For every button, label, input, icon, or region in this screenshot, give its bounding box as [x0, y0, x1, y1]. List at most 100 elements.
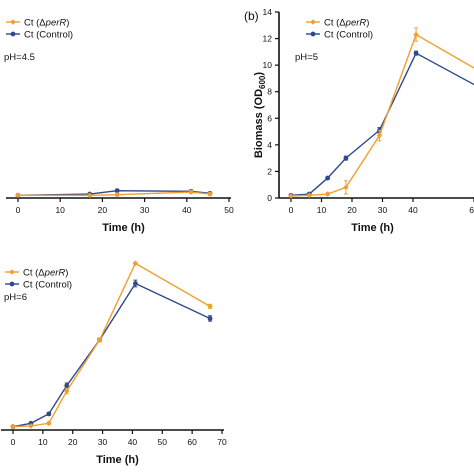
legend-marker	[9, 269, 15, 275]
legend-text: Ct (Δ	[24, 18, 46, 29]
x-tick-label: 0	[16, 205, 21, 215]
x-tick-label: 30	[140, 205, 150, 215]
legend-text: Ct (Control)	[324, 30, 373, 41]
data-point-diamond	[413, 31, 419, 38]
x-axis-title: Time (h)	[96, 454, 139, 466]
data-point-diamond	[324, 191, 331, 197]
legend-entry: Ct (ΔperR)	[23, 268, 68, 279]
data-point-diamond	[63, 388, 70, 394]
data-point-diamond	[376, 132, 383, 139]
legend-marker	[9, 281, 15, 287]
legend-entry: Ct (Control)	[23, 280, 72, 291]
legend-marker	[310, 19, 316, 25]
legend-text: Ct (Control)	[24, 30, 73, 41]
x-tick-label: 10	[38, 437, 48, 447]
legend-marker	[10, 31, 16, 37]
x-tick-label: 30	[378, 205, 388, 215]
data-point-diamond	[188, 189, 194, 195]
y-tick-label: 4	[267, 140, 272, 150]
data-point-diamond	[132, 260, 139, 267]
x-tick-label: 60	[469, 205, 474, 215]
legend-text-italic: perR	[45, 18, 67, 29]
y-tick-label: 14	[263, 7, 273, 17]
series-perR	[288, 27, 474, 199]
data-point-diamond	[114, 191, 120, 198]
x-tick-label: 10	[55, 205, 65, 215]
legend: Ct (ΔperR)Ct (Control)	[5, 268, 72, 291]
legend-marker	[310, 31, 316, 37]
legend: Ct (ΔperR)Ct (Control)	[306, 18, 373, 41]
y-tick-label: 8	[267, 87, 272, 97]
ph-label: pH=4.5	[4, 52, 35, 63]
x-tick-label: 30	[98, 437, 108, 447]
series-perR	[10, 260, 213, 430]
ph-label: pH=6	[4, 292, 27, 303]
data-point-circle	[413, 50, 419, 56]
series-perR	[15, 189, 213, 199]
data-point-diamond	[207, 191, 213, 197]
data-point-circle	[207, 316, 213, 321]
x-tick-label: 40	[408, 205, 418, 215]
chart-panel-2: 0 2 4 6 8 10 12 14 0 10 20 30 40 60 Time (h) Biomass (O…	[244, 7, 474, 234]
y-title-main: Biomass (OD	[253, 89, 265, 158]
x-axis-title: Time (h)	[351, 222, 394, 234]
x-axis-title: Time (h)	[102, 222, 145, 234]
y-tick-label: 10	[263, 60, 273, 70]
legend-text: Ct (Control)	[23, 280, 72, 291]
data-point-circle	[325, 175, 330, 181]
legend-text-italic: perR	[44, 268, 66, 279]
x-tick-label: 50	[158, 437, 168, 447]
series-control	[10, 279, 213, 430]
data-point-diamond	[15, 192, 21, 199]
data-point-diamond	[86, 192, 93, 199]
data-point-diamond	[306, 192, 313, 199]
legend-entry: Ct (Control)	[24, 30, 73, 41]
y-title-end: )	[253, 72, 265, 76]
y-tick-label: 0	[267, 193, 272, 203]
legend-entry: Ct (Control)	[324, 30, 373, 41]
x-tick-label: 70	[217, 437, 227, 447]
data-point-circle	[64, 383, 70, 389]
y-title-subscript: 600	[258, 75, 267, 89]
legend-marker	[10, 19, 16, 25]
data-point-diamond	[288, 193, 294, 199]
y-tick-label: 2	[267, 166, 272, 176]
series-control	[15, 188, 213, 198]
data-point-circle	[343, 155, 349, 161]
y-tick-label: 12	[263, 34, 273, 44]
legend: Ct (ΔperR)Ct (Control)	[6, 18, 73, 41]
legend-text: Ct (Δ	[23, 268, 45, 279]
x-tick-label: 50	[224, 205, 234, 215]
legend-text-italic: perR	[345, 18, 367, 29]
x-tick-label: 20	[347, 205, 357, 215]
x-tick-label: 10	[317, 205, 327, 215]
data-point-diamond	[46, 420, 52, 427]
x-tick-label: 40	[128, 437, 138, 447]
legend-entry: Ct (ΔperR)	[24, 18, 69, 29]
series-line	[290, 33, 474, 197]
series-line	[12, 282, 211, 428]
data-point-diamond	[10, 423, 16, 430]
x-tick-label: 20	[68, 437, 78, 447]
legend-text-suffix: )	[66, 18, 69, 29]
x-tick-label: 0	[289, 205, 294, 215]
data-point-diamond	[28, 423, 34, 429]
data-point-circle	[114, 188, 120, 194]
data-point-circle	[133, 281, 138, 286]
data-point-diamond	[343, 184, 349, 191]
y-tick-label: 6	[267, 113, 272, 123]
ph-label: pH=5	[295, 52, 318, 63]
legend-text-suffix: )	[65, 268, 68, 279]
x-tick-label: 20	[98, 205, 108, 215]
legend-text-suffix: )	[366, 18, 369, 29]
series-line	[290, 52, 474, 197]
x-tick-label: 0	[11, 437, 16, 447]
series-line	[18, 191, 211, 197]
legend-entry: Ct (ΔperR)	[324, 18, 369, 29]
x-tick-label: 60	[187, 437, 197, 447]
chart-panel-1: 0 10 20 30 40 50 Time (h) Ct (ΔperR)Ct (Control…	[4, 18, 234, 235]
chart-panel-3: 0 10 20 30 40 50 60 70 Time (h) Ct (ΔperR)Ct (Con…	[1, 260, 227, 466]
series-control	[288, 50, 474, 198]
data-point-diamond	[96, 337, 103, 343]
